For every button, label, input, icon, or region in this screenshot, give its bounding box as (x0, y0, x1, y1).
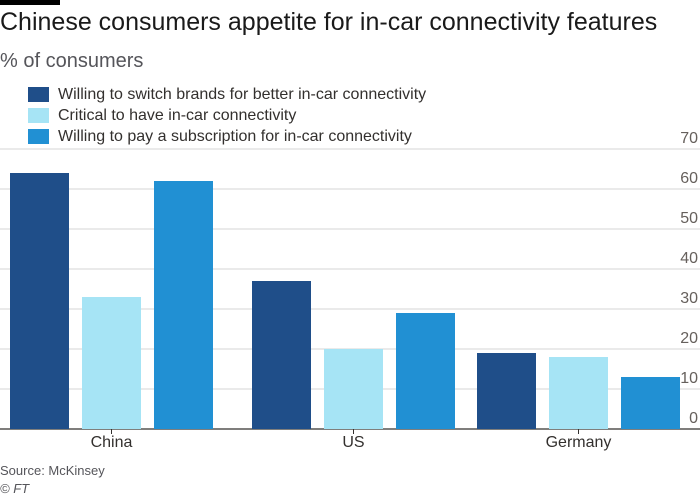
bar-germany-series-0 (477, 353, 536, 429)
y-tick-label: 60 (680, 170, 698, 187)
x-category-label: Germany (546, 434, 612, 451)
legend-swatch-critical (28, 108, 49, 123)
bar-germany-series-1 (549, 357, 608, 429)
bar-china-series-1 (82, 297, 141, 429)
chart-title: Chinese consumers appetite for in-car co… (0, 8, 658, 36)
legend-swatch-subscription (28, 129, 49, 144)
bar-us-series-2 (396, 313, 455, 429)
y-tick-label: 10 (680, 370, 698, 387)
legend-label-switch-brands: Willing to switch brands for better in-c… (58, 85, 427, 103)
y-tick-label: 70 (680, 130, 698, 147)
legend: Willing to switch brands for better in-c… (28, 84, 426, 147)
legend-item-critical: Critical to have in-car connectivity (28, 105, 426, 126)
bar-us-series-0 (252, 281, 311, 429)
x-category-label: China (91, 434, 133, 451)
y-tick-label: 40 (680, 250, 698, 267)
legend-item-switch-brands: Willing to switch brands for better in-c… (28, 84, 426, 105)
y-tick-label: 20 (680, 330, 698, 347)
x-category-label: US (342, 434, 364, 451)
legend-swatch-switch-brands (28, 87, 49, 102)
bar-china-series-0 (10, 173, 69, 429)
chart-subtitle: % of consumers (0, 50, 144, 72)
bar-germany-series-2 (621, 377, 680, 429)
source-note: Source: McKinsey (0, 463, 105, 478)
bar-us-series-1 (324, 349, 383, 429)
legend-item-subscription: Willing to pay a subscription for in-car… (28, 126, 426, 147)
ft-top-bar (0, 0, 60, 5)
y-tick-label: 30 (680, 290, 698, 307)
legend-label-critical: Critical to have in-car connectivity (58, 106, 297, 124)
y-tick-label: 50 (680, 210, 698, 227)
legend-label-subscription: Willing to pay a subscription for in-car… (58, 127, 412, 145)
bar-china-series-2 (154, 181, 213, 429)
y-tick-label: 0 (689, 410, 698, 427)
ft-credit: © FT (0, 481, 30, 496)
